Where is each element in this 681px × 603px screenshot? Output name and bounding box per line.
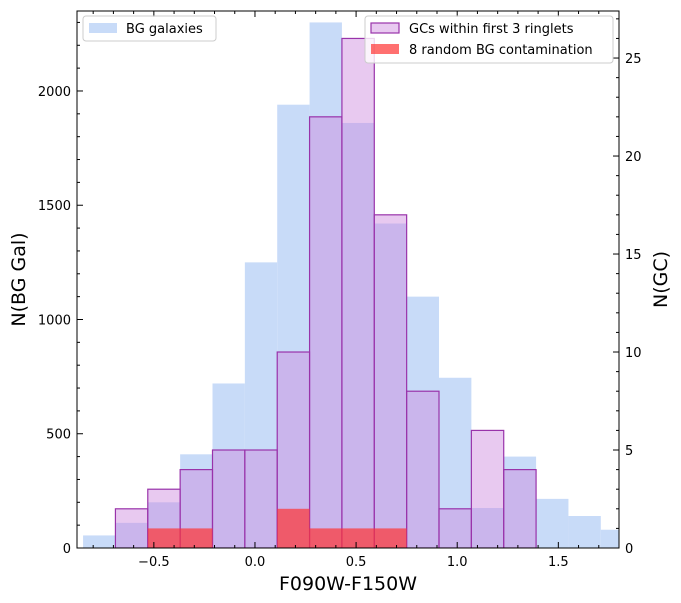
gc-bar xyxy=(503,469,537,548)
gc-bars xyxy=(114,37,537,548)
x-tick-label: 0.0 xyxy=(245,555,266,570)
gc-bar xyxy=(470,429,505,548)
y-axis-right-title: N(GC) xyxy=(650,251,672,308)
y-right-tick-label: 15 xyxy=(625,248,642,263)
gc-bar xyxy=(406,390,440,548)
bg-galaxies-bar xyxy=(115,522,148,548)
plot-frame xyxy=(76,10,620,549)
bg-galaxies-bar xyxy=(439,377,472,548)
bg-galaxies-bar xyxy=(503,456,537,548)
bg-galaxies-bar xyxy=(244,262,278,548)
legend-swatch-bg-galaxies xyxy=(89,23,117,33)
y-right-tick-label: 10 xyxy=(625,346,642,361)
bg-galaxies-bar xyxy=(212,383,245,548)
contamination-bar xyxy=(180,528,213,548)
y-left-tick-label: 2000 xyxy=(38,85,71,100)
y-axis-left-title: N(BG Gal) xyxy=(8,232,30,326)
bg-galaxies-bar xyxy=(568,516,601,548)
gc-bar xyxy=(438,508,472,548)
y-right-tick-label: 25 xyxy=(625,52,642,67)
gc-bar xyxy=(373,214,408,548)
contamination-bar xyxy=(374,528,407,548)
gc-bar xyxy=(211,449,246,548)
contamination-bar xyxy=(309,528,342,548)
bg-galaxies-bar xyxy=(341,122,375,548)
legend-left: BG galaxies xyxy=(82,15,217,42)
contamination-bar xyxy=(277,508,310,548)
legend-swatch-gcs xyxy=(370,22,400,34)
gc-bar xyxy=(114,508,149,548)
y-left-tick-label: 0 xyxy=(63,542,71,557)
x-tick-label: −0.5 xyxy=(138,555,170,570)
bg-galaxies-bars xyxy=(83,22,619,548)
y-left-tick-label: 1500 xyxy=(38,199,71,214)
legend-label-contamination: 8 random BG contamination xyxy=(409,43,593,58)
gc-bar xyxy=(341,37,375,548)
bg-galaxies-bar xyxy=(471,508,504,548)
x-tick-label: 1.0 xyxy=(447,555,468,570)
legend-swatch-contamination xyxy=(371,44,399,54)
contamination-bar xyxy=(341,528,375,548)
legend-label-gcs: GCs within first 3 ringlets xyxy=(409,22,574,37)
y-right-tick-label: 0 xyxy=(625,542,633,557)
y-right-tick-label: 5 xyxy=(625,444,633,459)
gc-bar xyxy=(244,449,278,548)
y-right-tick-label: 20 xyxy=(625,150,642,165)
legend-right: GCs within first 3 ringlets 8 random BG … xyxy=(364,15,614,64)
bg-galaxies-bar xyxy=(277,104,310,548)
axis-ticks: −0.5 0.0 0.5 1.0 1.5 0 500 1000 1500 2000 0 5 10 15 20… xyxy=(38,11,642,570)
contamination-bar xyxy=(147,528,181,548)
x-tick-label: 0.5 xyxy=(346,555,367,570)
contamination-bars xyxy=(147,508,407,548)
x-axis-title: F090W-F150W xyxy=(279,573,417,595)
y-left-tick-label: 1000 xyxy=(38,313,71,328)
gc-bar xyxy=(308,116,343,548)
bg-galaxies-bar xyxy=(83,535,116,548)
bg-galaxies-bar xyxy=(309,22,342,548)
bg-galaxies-bar xyxy=(406,296,440,548)
bg-galaxies-bar xyxy=(374,223,407,548)
bg-galaxies-bar xyxy=(536,498,569,548)
y-left-tick-label: 500 xyxy=(46,428,71,443)
x-tick-label: 1.5 xyxy=(548,555,569,570)
bg-galaxies-bar xyxy=(600,529,619,548)
legend-label-bg-galaxies: BG galaxies xyxy=(126,22,203,37)
